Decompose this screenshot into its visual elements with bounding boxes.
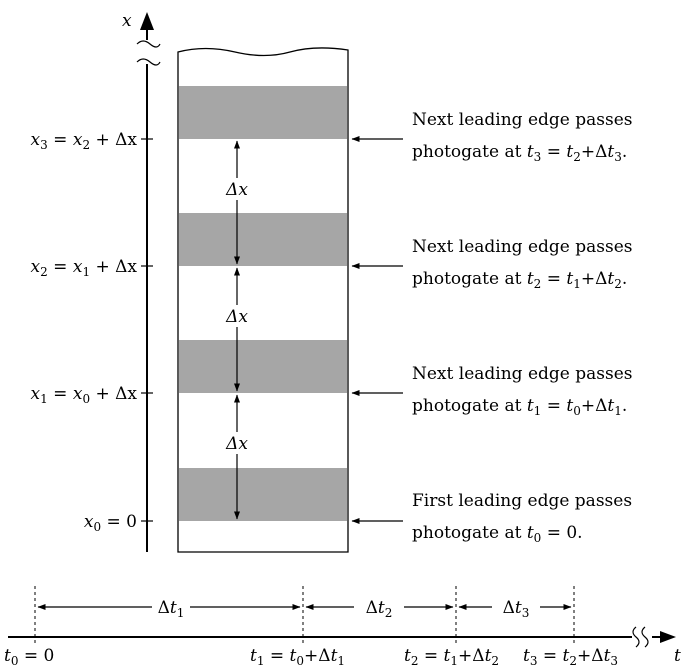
interval-label-1: Δt1 xyxy=(158,598,185,620)
annotation-3-line1: Next leading edge passes xyxy=(412,110,633,130)
spacing-label-bg-1 xyxy=(222,432,252,454)
interval-label-3: Δt3 xyxy=(503,598,530,620)
x-axis: x xyxy=(122,11,161,552)
annotation-2-line1: Next leading edge passes xyxy=(412,237,633,257)
t-tick-label-0: t0 = 0 xyxy=(4,646,54,667)
photogate-arrows xyxy=(351,136,403,524)
picket-fence xyxy=(177,47,349,553)
spacing-label-bg-2 xyxy=(222,305,252,327)
x-axis-break-icon xyxy=(136,40,161,66)
t-tick-labels: t0 = 0 t1 = t0+Δt1 t2 = t1+Δt2 t3 = t2+Δ… xyxy=(4,646,618,667)
annotation-2-line2: photogate at t2 = t1+Δt2. xyxy=(412,269,627,291)
interval-arrows: Δt1 Δt2 Δt3 xyxy=(37,598,572,620)
spacing-label-3: Δx xyxy=(225,180,248,200)
t-axis-break-icon xyxy=(632,626,649,648)
t-tick-label-2: t2 = t1+Δt2 xyxy=(404,646,499,667)
opaque-band-4 xyxy=(179,86,347,139)
x-tick-label-0: x0 = 0 xyxy=(84,512,137,534)
opaque-band-3 xyxy=(179,213,347,266)
opaque-band-2 xyxy=(179,340,347,393)
annotation-0-line2: photogate at t0 = 0. xyxy=(412,523,583,545)
x-tick-label-3: x3 = x2 + Δx xyxy=(31,130,138,152)
annotations: Next leading edge passes photogate at t3… xyxy=(412,110,633,545)
spacing-label-bg-3 xyxy=(222,178,252,200)
x-tick-label-2: x2 = x1 + Δx xyxy=(31,257,138,279)
annotation-1-line1: Next leading edge passes xyxy=(412,364,633,384)
fence-outline xyxy=(177,47,349,553)
t-axis-label: t xyxy=(674,646,681,666)
spacing-label-2: Δx xyxy=(225,307,248,327)
t-tick-label-1: t1 = t0+Δt1 xyxy=(250,646,345,667)
annotation-3-line2: photogate at t3 = t2+Δt3. xyxy=(412,142,627,164)
x-axis-label: x xyxy=(122,11,132,31)
t-axis-arrowhead xyxy=(660,631,676,643)
annotation-1-line2: photogate at t1 = t0+Δt1. xyxy=(412,396,627,418)
x-axis-arrowhead xyxy=(140,12,154,30)
interval-label-2: Δt2 xyxy=(366,598,393,620)
t-tick-label-3: t3 = t2+Δt3 xyxy=(523,646,618,667)
t-axis: t xyxy=(8,586,681,666)
opaque-band-1 xyxy=(179,468,347,521)
spacing-label-1: Δx xyxy=(225,434,248,454)
x-tick-labels: x3 = x2 + Δx x2 = x1 + Δx x1 = x0 + Δx x… xyxy=(31,130,138,534)
x-tick-label-1: x1 = x0 + Δx xyxy=(31,384,138,406)
spacing-arrows: Δx Δx Δx xyxy=(222,140,252,520)
annotation-0-line1: First leading edge passes xyxy=(412,491,632,511)
